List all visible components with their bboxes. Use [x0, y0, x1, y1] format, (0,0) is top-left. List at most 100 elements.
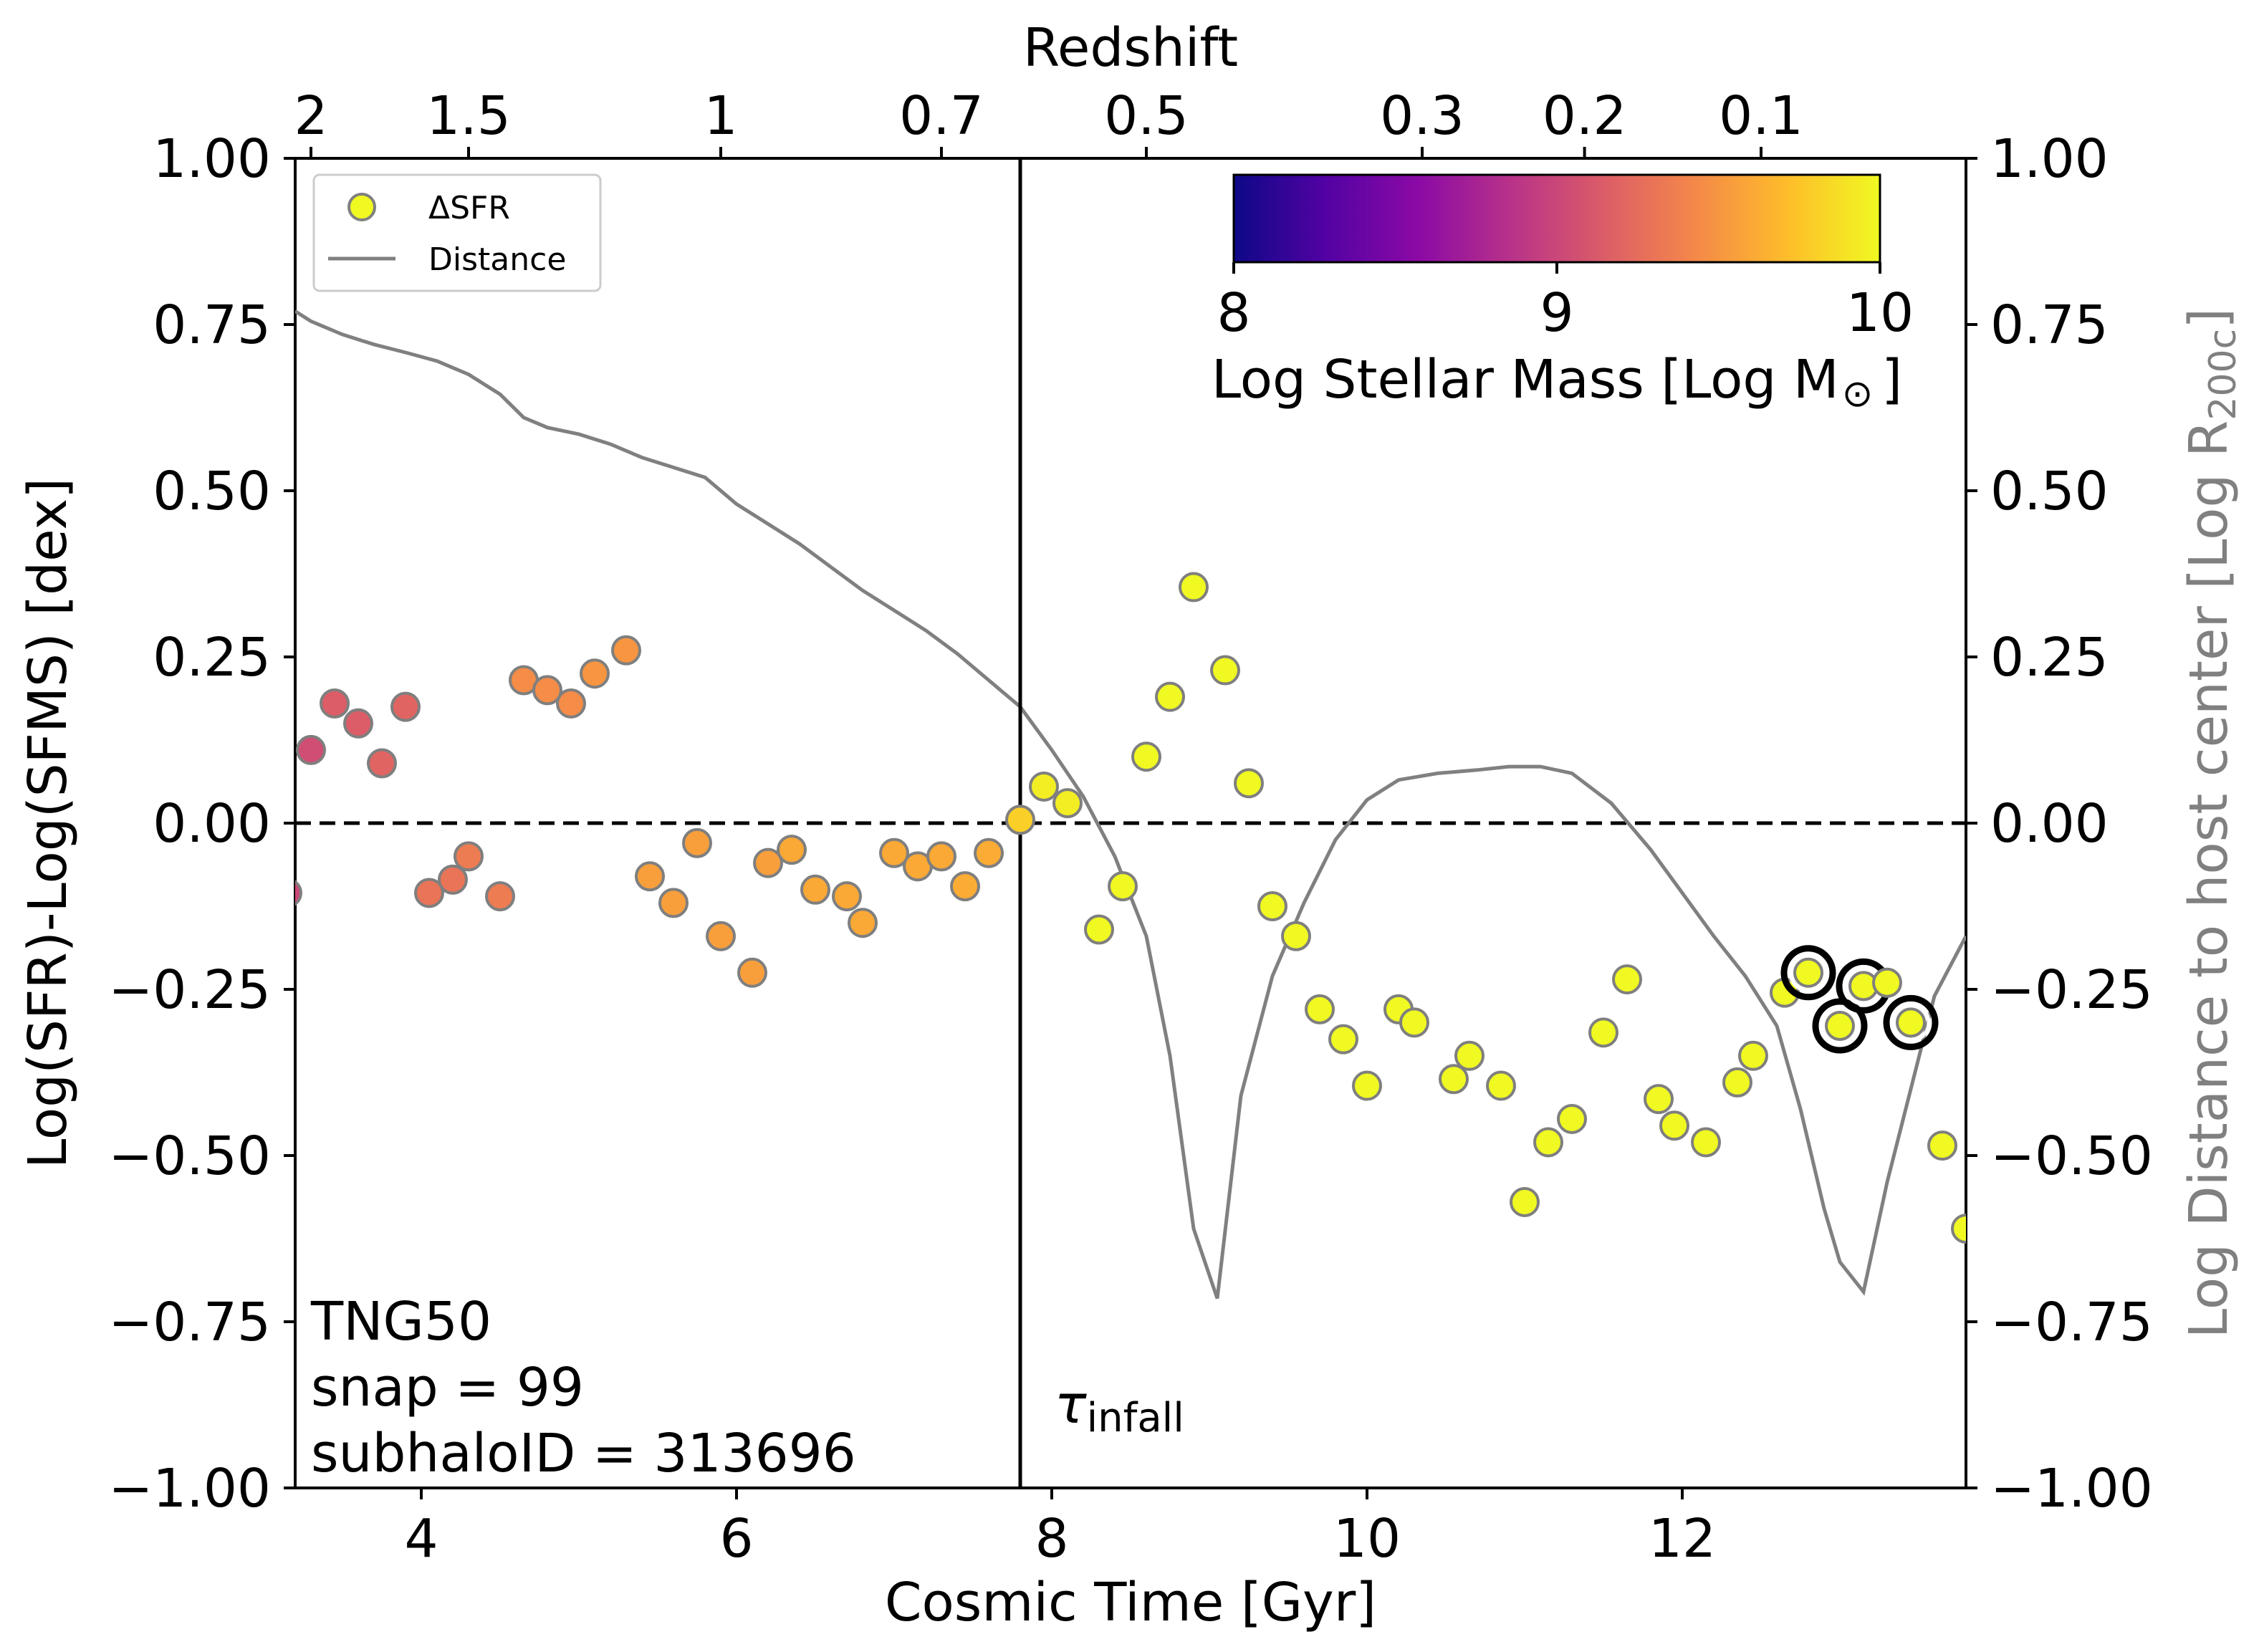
y-tick-label: −0.25	[108, 959, 271, 1021]
data-point	[343, 708, 373, 739]
x-tick-label: 6	[719, 1508, 753, 1570]
data-point	[848, 908, 878, 938]
distance-series	[295, 309, 1966, 1300]
data-point	[950, 871, 980, 902]
data-point	[1612, 964, 1642, 995]
data-point	[1084, 914, 1114, 945]
data-point	[1896, 1007, 1926, 1038]
data-point	[532, 675, 562, 706]
y2-tick-label: −0.50	[1990, 1125, 2153, 1187]
data-point	[438, 864, 468, 895]
y2-axis-title-main: Log Distance to host center [Log R	[2178, 421, 2240, 1338]
y-tick-label: 0.25	[153, 627, 271, 688]
colorbar-label-sun: ⊙	[1842, 373, 1874, 416]
highlight-ring-inner	[1891, 1002, 1931, 1042]
highlight-ring	[1812, 998, 1868, 1054]
infall-label: τinfall	[1055, 1374, 1184, 1441]
data-point	[1722, 1067, 1752, 1098]
legend: ΔSFR Distance	[312, 173, 602, 292]
data-point	[1588, 1017, 1618, 1048]
data-point	[1454, 1040, 1485, 1071]
data-point	[832, 881, 862, 912]
data-point	[1305, 994, 1335, 1024]
redshift-tick-label: 0.1	[1719, 85, 1803, 147]
x-tick-label: 12	[1649, 1508, 1716, 1570]
data-point	[1951, 1214, 1966, 1244]
data-point	[737, 957, 767, 988]
data-point	[390, 691, 421, 722]
y-tick-label: −0.75	[108, 1292, 271, 1353]
data-point	[706, 921, 736, 951]
data-point	[753, 847, 783, 878]
redshift-axis: 2 1.5 1 0.7 0.5 0.3 0.2 0.1	[294, 85, 1803, 158]
annotation-block: TNG50 snap = 99 subhaloID = 313696	[310, 1291, 856, 1484]
redshift-tick-label: 0.2	[1543, 85, 1627, 147]
colorbar-label-main: Log Stellar Mass [Log M	[1212, 349, 1839, 410]
redshift-tick-label: 0.3	[1380, 85, 1464, 147]
data-point	[1052, 788, 1083, 819]
data-point	[1439, 1064, 1469, 1095]
y2-tick-label: 0.00	[1990, 793, 2109, 855]
data-point	[414, 878, 444, 908]
data-point	[926, 841, 956, 872]
data-point	[1486, 1070, 1516, 1101]
redshift-tick-label: 1.5	[426, 85, 511, 147]
y-tick-label: −1.00	[108, 1458, 271, 1519]
redshift-tick-label: 0.5	[1104, 85, 1189, 147]
colorbar: 8 9 10 Log Stellar Mass [Log M⊙]	[1212, 173, 1914, 416]
data-point	[1557, 1103, 1587, 1134]
highlight-ring	[1883, 994, 1939, 1050]
data-point	[1234, 768, 1264, 799]
data-point	[800, 874, 830, 905]
data-point	[556, 688, 586, 719]
infall-label-sub: infall	[1087, 1395, 1184, 1441]
data-point	[1005, 805, 1035, 835]
data-point	[974, 837, 1004, 868]
legend-marker-icon	[347, 193, 376, 221]
y2-tick-label: −0.25	[1990, 959, 2153, 1021]
data-point	[320, 688, 350, 719]
data-point	[635, 861, 665, 892]
infall-label-tau: τ	[1055, 1374, 1087, 1436]
annotation-line: snap = 99	[311, 1357, 584, 1418]
legend-line-label: Distance	[428, 241, 566, 278]
data-point	[1352, 1070, 1382, 1101]
y-tick-label: −0.50	[108, 1125, 271, 1187]
y-axis-right: −1.00 −0.75 −0.50 −0.25 0.00 0.25 0.50 0.75 1.00	[1966, 128, 2153, 1519]
data-point	[777, 835, 807, 865]
top-axis-title: Redshift	[1023, 17, 1238, 79]
data-point	[1108, 871, 1138, 902]
y-tick-label: 0.00	[153, 793, 271, 855]
y2-tick-label: −1.00	[1990, 1458, 2153, 1519]
y2-axis-title-sub: 200c	[2202, 329, 2245, 421]
data-point	[367, 748, 397, 779]
data-point	[1644, 1084, 1674, 1115]
y2-axis-title: Log Distance to host center [Log R200c]	[2178, 308, 2245, 1338]
legend-box	[312, 173, 602, 292]
redshift-tick-label: 1	[704, 85, 737, 147]
data-point	[485, 881, 515, 912]
data-point	[1659, 1110, 1689, 1141]
data-point	[1281, 921, 1311, 951]
legend-marker-label: ΔSFR	[428, 190, 510, 226]
colorbar-ticks: 8 9 10	[1217, 262, 1914, 344]
y-tick-label: 1.00	[153, 128, 271, 190]
data-point	[1029, 771, 1059, 802]
y2-tick-label: −0.75	[1990, 1292, 2153, 1353]
data-point	[1533, 1127, 1563, 1158]
x-axis-title: Cosmic Time [Gyr]	[885, 1572, 1376, 1633]
x-tick-label: 4	[404, 1508, 438, 1570]
colorbar-tick-label: 10	[1846, 282, 1914, 344]
colorbar-tick-label: 9	[1540, 282, 1573, 344]
data-point	[1131, 741, 1161, 772]
data-point	[454, 841, 484, 872]
y2-tick-label: 0.50	[1990, 461, 2109, 522]
highlight-ring-inner	[1788, 953, 1828, 993]
data-point	[1179, 572, 1209, 602]
redshift-tick-label: 0.7	[899, 85, 984, 147]
data-point	[1793, 957, 1823, 988]
colorbar-label-close: ]	[1881, 349, 1902, 410]
data-point	[296, 734, 326, 765]
x-tick-label: 10	[1333, 1508, 1401, 1570]
